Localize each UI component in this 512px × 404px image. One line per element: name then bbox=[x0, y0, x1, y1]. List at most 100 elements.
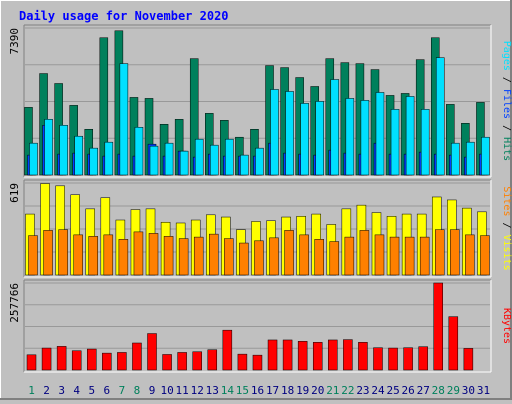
bar-pages-day-23 bbox=[360, 100, 370, 176]
day-label-17: 17 bbox=[266, 384, 279, 397]
day-label-16: 16 bbox=[251, 384, 264, 397]
bar-sites-day-30 bbox=[465, 234, 475, 276]
bar-kbytes-day-11 bbox=[177, 352, 187, 371]
day-label-2: 2 bbox=[43, 384, 50, 397]
day-label-20: 20 bbox=[311, 384, 324, 397]
bar-pages-day-13 bbox=[210, 144, 219, 176]
bar-pages-day-11 bbox=[179, 150, 189, 176]
frame-right-shadow bbox=[510, 0, 512, 400]
bar-sites-day-22 bbox=[344, 236, 355, 276]
legend-entry: Pages bbox=[501, 41, 512, 71]
bar-sites-day-31 bbox=[480, 235, 490, 276]
day-label-19: 19 bbox=[296, 384, 309, 397]
panel-kbytes-legend-label: KBytes bbox=[501, 308, 512, 344]
bar-kbytes-day-8 bbox=[132, 342, 142, 371]
bar-kbytes-day-6 bbox=[102, 352, 112, 371]
x-axis-day-labels: 1 2 3 4 5 6 7 8 9 10 11 12 13 14 15 16 17 18 19 20 21 22 23 24 2… bbox=[28, 384, 490, 397]
day-label-10: 10 bbox=[160, 384, 173, 397]
bar-pages-day-3 bbox=[59, 125, 68, 176]
bar-pages-day-6 bbox=[104, 141, 114, 176]
bar-pages-day-24 bbox=[375, 92, 385, 176]
bar-kbytes-day-23 bbox=[358, 342, 368, 371]
panel-hits-legend-label: Pages / Files / Hits bbox=[501, 41, 512, 161]
bar-pages-day-14 bbox=[225, 138, 234, 176]
bar-pages-day-10 bbox=[164, 142, 174, 176]
bar-kbytes-day-9 bbox=[147, 333, 157, 371]
day-label-7: 7 bbox=[119, 384, 126, 397]
bar-kbytes-day-3 bbox=[56, 346, 67, 371]
chart-panels: 7390 Pages / Files / Hits 619 Sites / Visit… bbox=[8, 24, 512, 373]
frame-left-highlight bbox=[0, 0, 1, 400]
bar-kbytes-day-29 bbox=[448, 316, 459, 371]
frame-top-highlight bbox=[0, 0, 512, 1]
bar-sites-day-24 bbox=[374, 234, 385, 276]
frame-bottom-shadow bbox=[0, 398, 512, 400]
bar-pages-day-20 bbox=[315, 101, 324, 176]
bar-kbytes-day-7 bbox=[117, 352, 127, 371]
bar-pages-day-21 bbox=[330, 79, 340, 176]
bar-kbytes-day-1 bbox=[26, 354, 37, 371]
legend-entry: / bbox=[501, 216, 512, 234]
day-label-30: 30 bbox=[462, 384, 475, 397]
day-label-28: 28 bbox=[432, 384, 445, 397]
bar-pages-day-7 bbox=[119, 63, 129, 176]
day-label-24: 24 bbox=[371, 384, 385, 397]
bar-sites-day-21 bbox=[329, 241, 340, 276]
bar-pages-day-18 bbox=[285, 91, 294, 176]
bar-pages-day-28 bbox=[435, 57, 445, 176]
bar-kbytes-day-30 bbox=[463, 348, 474, 371]
bar-kbytes-day-5 bbox=[87, 348, 97, 371]
panel-kbytes: 257766 KBytes bbox=[8, 279, 512, 373]
bar-pages-day-27 bbox=[420, 109, 430, 176]
bar-sites-day-26 bbox=[404, 236, 415, 276]
bar-kbytes-day-17 bbox=[267, 339, 278, 371]
bar-sites-day-16 bbox=[254, 240, 264, 276]
bar-kbytes-day-12 bbox=[192, 351, 202, 371]
day-label-22: 22 bbox=[341, 384, 354, 397]
bar-kbytes-day-2 bbox=[41, 347, 52, 371]
bar-kbytes-day-26 bbox=[403, 347, 413, 371]
day-label-5: 5 bbox=[88, 384, 95, 397]
day-label-4: 4 bbox=[73, 384, 80, 397]
bar-pages-day-16 bbox=[255, 147, 264, 176]
bar-pages-day-26 bbox=[405, 96, 415, 176]
bar-pages-day-15 bbox=[240, 154, 249, 176]
day-label-26: 26 bbox=[402, 384, 415, 397]
bar-sites-day-6 bbox=[103, 234, 114, 276]
bar-sites-day-19 bbox=[299, 234, 309, 276]
bar-pages-day-1 bbox=[29, 142, 38, 176]
bar-kbytes-day-19 bbox=[297, 341, 308, 371]
panel-visits: 619 Sites / Visits bbox=[8, 179, 512, 278]
legend-entry: Hits bbox=[501, 137, 512, 161]
bar-sites-day-25 bbox=[389, 236, 400, 276]
bar-sites-day-5 bbox=[88, 236, 99, 276]
day-label-1: 1 bbox=[28, 384, 35, 397]
bar-sites-day-27 bbox=[419, 236, 430, 276]
bar-sites-day-28 bbox=[434, 229, 445, 276]
day-label-11: 11 bbox=[176, 384, 189, 397]
panel-visits-ymax-label: 619 bbox=[8, 183, 21, 203]
bar-sites-day-1 bbox=[28, 235, 38, 276]
panel-visits-legend-label: Sites / Visits bbox=[501, 186, 512, 270]
bar-pages-day-22 bbox=[345, 98, 355, 176]
day-label-6: 6 bbox=[104, 384, 111, 397]
bar-pages-day-29 bbox=[451, 142, 460, 176]
bar-kbytes-day-10 bbox=[162, 354, 172, 371]
day-label-12: 12 bbox=[191, 384, 204, 397]
bar-kbytes-day-15 bbox=[237, 353, 248, 371]
bar-kbytes-day-4 bbox=[71, 350, 82, 371]
panel-hits: 7390 Pages / Files / Hits bbox=[8, 24, 512, 178]
bar-sites-day-7 bbox=[118, 239, 129, 276]
bar-pages-day-25 bbox=[390, 109, 400, 176]
day-label-9: 9 bbox=[149, 384, 156, 397]
day-label-29: 29 bbox=[447, 384, 460, 397]
bar-sites-day-29 bbox=[450, 229, 460, 276]
bar-kbytes-day-13 bbox=[207, 349, 218, 371]
day-label-3: 3 bbox=[58, 384, 65, 397]
bar-sites-day-14 bbox=[224, 238, 234, 276]
bar-kbytes-day-24 bbox=[373, 347, 383, 371]
legend-entry: / bbox=[501, 71, 512, 89]
bar-kbytes-day-20 bbox=[312, 342, 323, 371]
bar-pages-day-12 bbox=[194, 138, 204, 176]
bar-pages-day-4 bbox=[74, 135, 83, 176]
